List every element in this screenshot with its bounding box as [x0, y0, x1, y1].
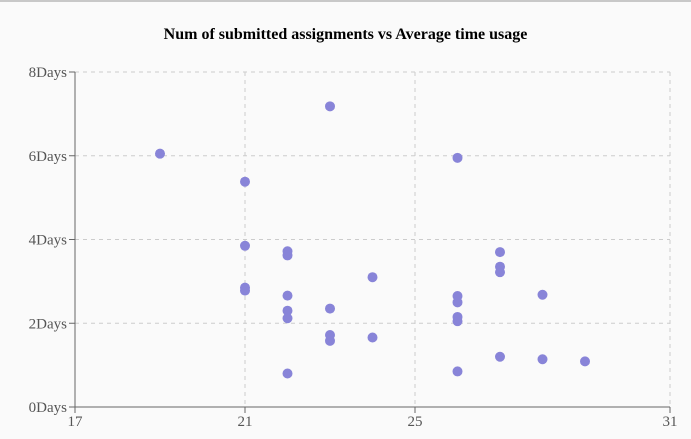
scatter-point[interactable] [325, 335, 335, 346]
axes [69, 71, 671, 413]
scatter-point[interactable] [495, 247, 505, 258]
scatter-point[interactable] [282, 313, 293, 324]
scatter-point[interactable] [537, 289, 548, 300]
scatter-point[interactable] [537, 354, 548, 365]
y-tick-label: 6Days [29, 149, 67, 165]
scatter-point[interactable] [367, 332, 378, 343]
scatter-point[interactable] [495, 267, 505, 278]
x-tick-label: 17 [68, 414, 84, 430]
scatter-point[interactable] [240, 176, 250, 187]
scatter-point[interactable] [240, 285, 250, 296]
scatter-point[interactable] [495, 351, 505, 362]
x-tick-label: 25 [408, 414, 423, 430]
scatter-point[interactable] [452, 297, 463, 308]
scatter-point[interactable] [282, 368, 293, 379]
y-tick-label: 8Days [29, 65, 67, 81]
scatter-point[interactable] [325, 101, 335, 112]
grid [75, 71, 671, 407]
y-tick-label: 0Days [29, 400, 67, 416]
scatter-point[interactable] [325, 303, 335, 314]
y-tick-label: 2Days [29, 316, 67, 332]
x-tick-label: 21 [238, 414, 253, 430]
scatter-point[interactable] [367, 272, 378, 283]
scatter-point[interactable] [452, 152, 463, 163]
y-tick-label: 4Days [29, 233, 67, 249]
scatter-point[interactable] [240, 240, 250, 251]
scatter-point[interactable] [452, 366, 463, 377]
data-points [155, 101, 590, 379]
chart-title: Num of submitted assignments vs Average … [163, 26, 528, 43]
scatter-point[interactable] [155, 148, 165, 159]
scatter-point[interactable] [282, 250, 293, 261]
scatter-point[interactable] [452, 316, 463, 327]
scatter-point[interactable] [580, 356, 590, 367]
x-tick-label: 31 [663, 414, 678, 430]
tick-labels: 0Days 2Days 4Days 6Days 8Days 17 21 25 31 [29, 65, 678, 430]
scatter-point[interactable] [282, 305, 293, 316]
scatter-point[interactable] [282, 290, 293, 301]
